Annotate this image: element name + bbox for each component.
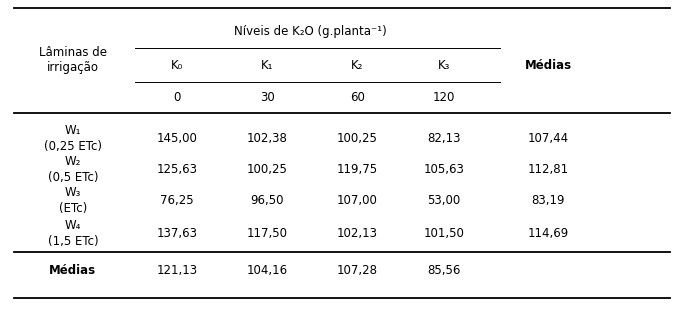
- Text: 100,25: 100,25: [337, 132, 378, 145]
- Text: W₂
(0,5 ETc): W₂ (0,5 ETc): [48, 155, 98, 184]
- Text: 101,50: 101,50: [424, 227, 464, 240]
- Text: W₃
(ETc): W₃ (ETc): [59, 186, 87, 215]
- Text: 107,28: 107,28: [337, 264, 378, 277]
- Text: Médias: Médias: [49, 264, 96, 277]
- Text: 30: 30: [260, 91, 275, 104]
- Text: 120: 120: [433, 91, 455, 104]
- Text: 125,63: 125,63: [156, 163, 198, 176]
- Text: 107,00: 107,00: [337, 194, 378, 207]
- Text: Médias: Médias: [525, 59, 572, 72]
- Text: 76,25: 76,25: [160, 194, 194, 207]
- Text: 119,75: 119,75: [337, 163, 378, 176]
- Text: 53,00: 53,00: [428, 194, 461, 207]
- Text: 117,50: 117,50: [246, 227, 288, 240]
- Text: K₃: K₃: [438, 59, 450, 72]
- Text: 0: 0: [174, 91, 180, 104]
- Text: W₄
(1,5 ETc): W₄ (1,5 ETc): [48, 219, 98, 248]
- Text: 100,25: 100,25: [247, 163, 287, 176]
- Text: 83,19: 83,19: [532, 194, 565, 207]
- Text: K₁: K₁: [261, 59, 273, 72]
- Text: 145,00: 145,00: [157, 132, 197, 145]
- Text: K₀: K₀: [171, 59, 183, 72]
- Text: 104,16: 104,16: [246, 264, 288, 277]
- Text: Níveis de K₂O (g.planta⁻¹): Níveis de K₂O (g.planta⁻¹): [234, 25, 387, 38]
- Text: 137,63: 137,63: [156, 227, 198, 240]
- Text: W₁
(0,25 ETc): W₁ (0,25 ETc): [44, 124, 102, 153]
- Text: 121,13: 121,13: [156, 264, 198, 277]
- Text: 82,13: 82,13: [428, 132, 461, 145]
- Text: 102,13: 102,13: [337, 227, 378, 240]
- Text: 102,38: 102,38: [247, 132, 287, 145]
- Text: 60: 60: [350, 91, 365, 104]
- Text: 85,56: 85,56: [428, 264, 461, 277]
- Text: K₂: K₂: [351, 59, 364, 72]
- Text: 112,81: 112,81: [527, 163, 569, 176]
- Text: 96,50: 96,50: [251, 194, 284, 207]
- Text: 105,63: 105,63: [424, 163, 464, 176]
- Text: 107,44: 107,44: [527, 132, 569, 145]
- Text: Lâminas de
irrigação: Lâminas de irrigação: [39, 46, 107, 74]
- Text: 114,69: 114,69: [527, 227, 569, 240]
